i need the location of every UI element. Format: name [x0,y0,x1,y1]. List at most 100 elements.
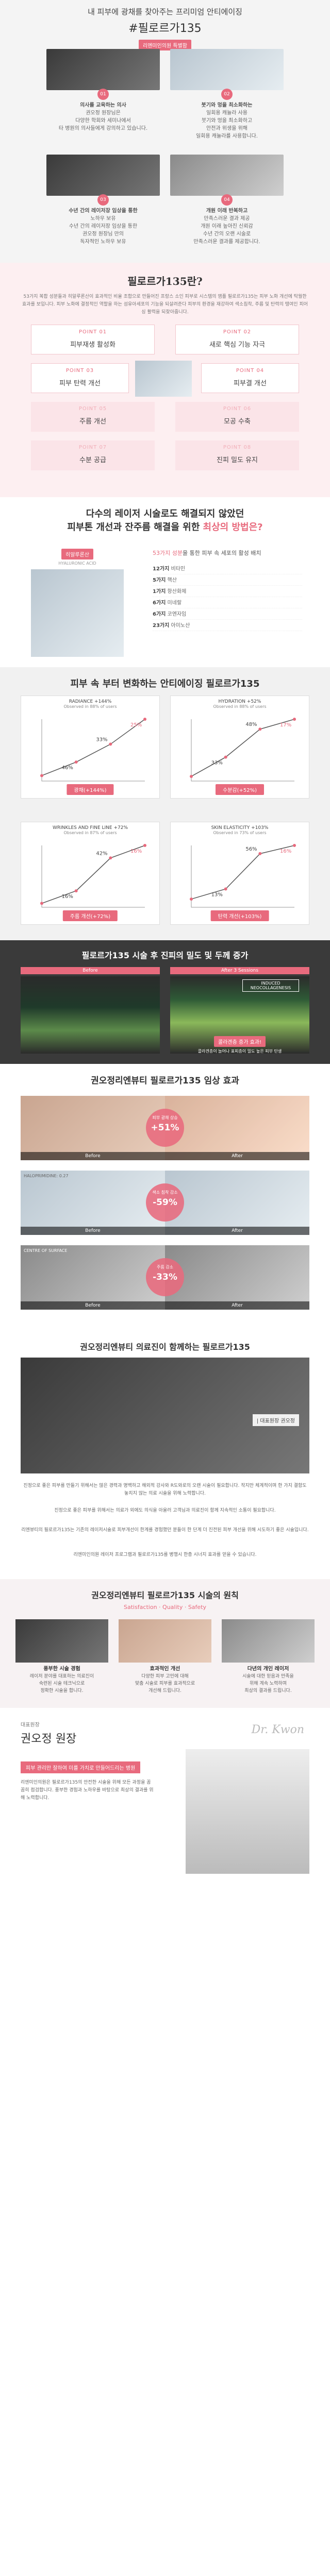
ingredient-count: 6가지 [153,612,166,617]
before-photo: CENTRE OF SURFACE Before [21,1245,165,1310]
bubble-label: 피부 광채 상승 [152,1115,178,1120]
clinical-row-wrinkles: CENTRE OF SURFACE Before After 주름 감소 -33% [21,1245,309,1310]
chart-axis [191,719,294,782]
ingredient-item: 6가지 미네랄 [153,598,302,608]
chart-point [40,774,43,777]
chart-data-label: 33% [96,737,107,742]
hero-card-1-title: 의사를 교육하는 의사 [80,103,126,108]
point-label: POINT 04 [236,368,265,374]
hero-card-2-desc: 일회용 캐뉼라를 사용합니다. [196,133,258,139]
hero-subtitle: 내 피부에 광채를 찾아주는 프리미엄 안티에이징 [88,7,242,16]
director-role: 대표원장 [21,1722,40,1728]
point-text: 피부 탄력 개선 [59,380,101,387]
hero-card-4-badge: 04 [221,194,233,206]
after-photo: After [165,1096,309,1160]
chart-data-label: 13% [211,892,223,897]
before-photo: HALOPRIMIDINE: 0.27 Before [21,1171,165,1235]
point-label: POINT 02 [223,329,252,335]
chart-point [143,844,146,847]
chart-wrinkles: 16% 42% 16% WRINKLES AND FINE LINE +72% Ob… [21,822,160,925]
chart-data-label: 56% [245,846,257,852]
chart-data-label: 16% [130,849,142,854]
chart-data-label: 48% [245,722,257,727]
point-text: 수분 공급 [79,456,106,464]
clinical-title: 권오정리엔뷰티 필로르가135 임상 효과 [91,1076,239,1086]
result-bubble: 주름 감소 -33% [146,1258,184,1296]
after-photo: After [165,1245,309,1310]
point-text: 피부재생 활성화 [70,341,116,349]
chart-note: Observed in 87% of users [63,831,117,835]
hero-card-3-badge: 03 [97,194,109,206]
doctor-label: | 대표원장 권오정 [252,1414,299,1426]
chart-point [109,856,112,860]
clinical-row-pigment: HALOPRIMIDINE: 0.27 Before After 색소 침착 감소… [21,1171,309,1235]
ingredient-name: 아미노산 [171,623,190,629]
bubble-value: -33% [153,1272,177,1282]
before-label: Before [21,1301,165,1310]
what-section: 필로르가135란? 53가지 복합 성분들과 히알루론산이 효과적인 비율 조합… [0,263,330,497]
before-label: Before [21,967,160,974]
point-text: 모공 수축 [224,418,251,426]
ingredients-section: 다수의 레이저 시술로도 해결되지 않았던 피부톤 개선과 잔주름 해결을 위한… [0,497,330,667]
principle-card-title: 다년의 개인 레이저 [247,1666,289,1672]
hero-card-2: 02 붓기와 멍을 최소화하는 일회용 캐뉼라 사용 붓기와 멍을 최소화하고 … [170,49,284,140]
after-photo: After [165,1171,309,1235]
hero-card-2-desc: 안전과 위생을 위해 [206,126,248,131]
chart-result: 수분감(+52%) [215,784,265,795]
director-section: 대표원장 권오정 원장 Dr. Kwon 피부 관리만 잘하여 미를 가치로 만… [0,1708,330,1874]
chart-point [293,844,296,847]
principle-card-2: 효과적인 개선 다양한 피부 고민에 대해 맞춤 시술로 피부를 효과적으로 개… [119,1619,211,1694]
doctor-paragraph: 리엔미인의원 레이저 프로그램과 필로르가135를 병행시 한층 시너지 효과를… [73,1552,257,1557]
ingredients-lead: 53가지 성분을 통한 피부 속 세포의 활성 배치 [153,549,261,557]
ingredient-item: 5가지 핵산 [153,575,302,586]
point-label: POINT 06 [223,406,252,412]
chart-point [190,774,193,778]
hero-card-4: 04 개원 이래 반복하고 만족스러운 결과 제공 개원 이래 높아진 신뢰감 … [170,155,284,246]
ingredient-item: 1가지 항산화제 [153,587,302,597]
chart-title: WRINKLES AND FINE LINE +72% [53,825,128,831]
chart-hydration: 33% 48% 17% HYDRATION +52% Observed in 88%… [170,696,309,799]
chart-data-label: 17% [280,722,291,728]
bubble-value: -59% [153,1197,177,1208]
point-06: POINT 06 모공 수축 [175,402,299,432]
chart-note: Observed in 88% of users [213,704,267,709]
principle-card-photo [119,1619,211,1663]
before-label: Before [21,1152,165,1160]
chart-line [41,845,145,904]
doctor-paragraph: 진정으로 좋은 피부를 만들기 위해서는 많은 경력과 명백하고 해외적 강사와… [23,1483,307,1496]
what-description: 53가지 복합 성분들과 히알루론산이 효과적인 비율 조합으로 만들어진 프랑… [22,294,308,315]
chart-point [190,897,193,901]
bubble-label: 주름 감소 [157,1265,173,1269]
lead-highlight: 53가지 성분 [153,550,183,556]
chart-result: 탄력 개선(+103%) [210,910,269,921]
lead-text: 을 통한 피부 속 세포의 활성 배치 [182,550,261,556]
principle-card-title: 풍부한 시술 경험 [43,1666,80,1672]
chart-line [191,719,295,777]
hero-card-3-desc: 독자적인 노하우 보유 [80,239,126,245]
chart-data-label: 33% [211,760,223,766]
chart-line [191,845,295,900]
hero-card-3-desc: 수년 간의 레이저장 임상을 통한 [69,224,138,229]
point-label: POINT 05 [78,406,107,412]
principle-card-desc: 최상의 결과를 드립니다. [244,1688,292,1693]
ingredient-name: 항산화제 [167,589,187,595]
chart-point [109,742,112,746]
hero-card-2-photo [170,49,284,90]
doctor-paragraph: 리엔뷰티의 필로르가135는 기존의 레이저시술로 피부개선이 한계를 경험했던… [21,1528,309,1533]
principle-card-photo [222,1619,315,1663]
point-text: 피부결 개선 [234,380,267,387]
hero-card-2-title: 붓기와 멍을 최소화하는 [201,103,253,108]
clinical-section: 권오정리엔뷰티 필로르가135 임상 효과 Before After 피부 광채… [0,1064,330,1332]
point-03: POINT 03 피부 탄력 개선 [31,363,129,393]
ha-badge-ko: 히알루론산 [61,549,93,560]
ingredient-name: 비타민 [171,566,186,572]
chart-data-label: 42% [96,851,107,856]
point-text: 진피 밀도 유지 [216,456,258,464]
hero-card-3-desc: 권오정 원장님 만의 [82,231,124,237]
principle-title: 권오정리엔뷰티 필로르가135 시술의 원칙 [91,1590,239,1600]
charts-title: 피부 속 부터 변화하는 안티에이징 필로르가135 [70,679,260,689]
chart-point [74,760,78,764]
hero-card-1-desc: 다양한 학회와 세미나에서 [75,118,131,124]
chart-title: HYDRATION +52% [218,699,261,704]
doctor-title: 권오정리엔뷰티 의료진이 함께하는 필로르가135 [80,1342,250,1352]
